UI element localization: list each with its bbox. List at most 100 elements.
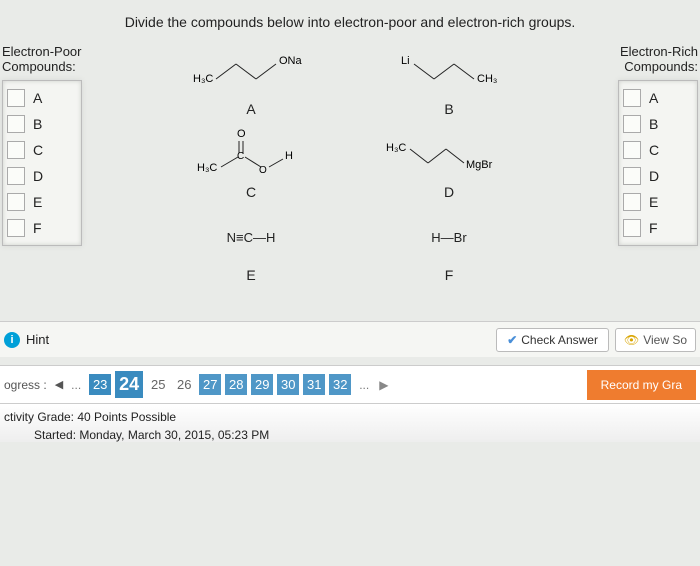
dropzone-slot[interactable] bbox=[7, 167, 25, 185]
compound-e[interactable]: N≡C—H E bbox=[162, 210, 340, 283]
dropzone-letter: B bbox=[33, 116, 42, 132]
compound-f-structure: H—Br bbox=[431, 210, 466, 265]
label-ona: ONa bbox=[279, 55, 303, 67]
formula-f: H—Br bbox=[431, 230, 466, 245]
compound-d[interactable]: H₃C MgBr D bbox=[360, 127, 538, 200]
dropzone-slot[interactable] bbox=[623, 115, 641, 133]
electron-rich-column: Electron-Rich Compounds: A B C D E F bbox=[558, 44, 698, 246]
dropzone-slot[interactable] bbox=[623, 193, 641, 211]
dropzone-slot[interactable] bbox=[623, 141, 641, 159]
dropzone-letter: D bbox=[33, 168, 43, 184]
dropzone-row[interactable]: C bbox=[623, 137, 693, 163]
progress-step-28[interactable]: 28 bbox=[225, 374, 247, 395]
progress-step-29[interactable]: 29 bbox=[251, 374, 273, 395]
dropzone-row[interactable]: E bbox=[623, 189, 693, 215]
dropzone-slot[interactable] bbox=[7, 141, 25, 159]
question-text: Divide the compounds below into electron… bbox=[0, 8, 700, 44]
dropzone-slot[interactable] bbox=[623, 167, 641, 185]
label-h3c: H₃C bbox=[386, 142, 406, 154]
label-ch3: CH₃ bbox=[477, 73, 497, 85]
compound-c[interactable]: O H₃C C O H C bbox=[162, 127, 340, 200]
label-mgbr: MgBr bbox=[466, 159, 493, 171]
progress-ellipsis-left: ... bbox=[71, 378, 81, 392]
label-o2: O bbox=[259, 165, 267, 176]
dropzone-row[interactable]: B bbox=[623, 111, 693, 137]
hint-right-group: ✔ Check Answer 👁 View So bbox=[496, 328, 696, 352]
dropzone-letter: A bbox=[33, 90, 42, 106]
compound-c-label: C bbox=[246, 184, 256, 200]
progress-numbers: 23242526272829303132 bbox=[89, 371, 351, 398]
progress-label: ogress : bbox=[4, 378, 47, 392]
work-area: Divide the compounds below into electron… bbox=[0, 0, 700, 365]
compound-f-label: F bbox=[445, 267, 454, 283]
dropzone-row[interactable]: F bbox=[7, 215, 77, 241]
compound-b-structure: Li CH₃ bbox=[389, 44, 509, 99]
dropzone-row[interactable]: A bbox=[623, 85, 693, 111]
progress-step-23[interactable]: 23 bbox=[89, 374, 111, 395]
dropzone-row[interactable]: D bbox=[7, 163, 77, 189]
dropzone-slot[interactable] bbox=[7, 115, 25, 133]
dropzone-slot[interactable] bbox=[623, 219, 641, 237]
dropzone-row[interactable]: E bbox=[7, 189, 77, 215]
view-solution-label: View So bbox=[643, 333, 687, 347]
dropzone-letter: A bbox=[649, 90, 658, 106]
label-h3c: H₃C bbox=[197, 162, 217, 174]
progress-step-31[interactable]: 31 bbox=[303, 374, 325, 395]
progress-step-32[interactable]: 32 bbox=[329, 374, 351, 395]
dropzone-slot[interactable] bbox=[7, 89, 25, 107]
compound-f[interactable]: H—Br F bbox=[360, 210, 538, 283]
electron-poor-column: Electron-Poor Compounds: A B C D E F bbox=[2, 44, 142, 246]
dropzone-letter: D bbox=[649, 168, 659, 184]
record-grade-button[interactable]: Record my Gra bbox=[587, 370, 696, 400]
progress-step-26[interactable]: 26 bbox=[173, 374, 195, 395]
check-answer-button[interactable]: ✔ Check Answer bbox=[496, 328, 609, 352]
hint-bar: i Hint ✔ Check Answer 👁 View So bbox=[0, 321, 700, 357]
dropzone-slot[interactable] bbox=[7, 219, 25, 237]
dropzone-row[interactable]: F bbox=[623, 215, 693, 241]
content-row: Electron-Poor Compounds: A B C D E F H₃C bbox=[0, 44, 700, 283]
dropzone-row[interactable]: C bbox=[7, 137, 77, 163]
label-c: C bbox=[237, 151, 244, 162]
dropzone-slot[interactable] bbox=[7, 193, 25, 211]
compound-e-label: E bbox=[246, 267, 255, 283]
compound-a[interactable]: H₃C ONa A bbox=[162, 44, 340, 117]
compound-b-label: B bbox=[444, 101, 453, 117]
activity-grade-text: ctivity Grade: 40 Points Possible bbox=[4, 410, 696, 424]
dropzone-row[interactable]: A bbox=[7, 85, 77, 111]
electron-poor-dropzone[interactable]: A B C D E F bbox=[2, 80, 82, 246]
compound-a-label: A bbox=[246, 101, 255, 117]
progress-next-icon[interactable]: ▶ bbox=[379, 378, 388, 392]
compound-d-label: D bbox=[444, 184, 454, 200]
dropzone-slot[interactable] bbox=[623, 89, 641, 107]
dropzone-letter: C bbox=[33, 142, 43, 158]
compound-a-structure: H₃C ONa bbox=[191, 44, 311, 99]
progress-step-24[interactable]: 24 bbox=[115, 371, 143, 398]
label-h: H bbox=[285, 150, 293, 162]
dropzone-letter: E bbox=[649, 194, 658, 210]
progress-step-30[interactable]: 30 bbox=[277, 374, 299, 395]
dropzone-letter: C bbox=[649, 142, 659, 158]
label-o: O bbox=[237, 128, 246, 140]
dropzone-row[interactable]: D bbox=[623, 163, 693, 189]
progress-prev-icon[interactable]: ◀ bbox=[55, 378, 63, 391]
label-h3c: H₃C bbox=[193, 73, 213, 85]
compound-b[interactable]: Li CH₃ B bbox=[360, 44, 538, 117]
progress-step-25[interactable]: 25 bbox=[147, 374, 169, 395]
dropzone-row[interactable]: B bbox=[7, 111, 77, 137]
started-text: Started: Monday, March 30, 2015, 05:23 P… bbox=[4, 428, 696, 442]
view-solution-button[interactable]: 👁 View So bbox=[615, 328, 696, 352]
check-icon: ✔ bbox=[507, 333, 517, 347]
progress-bar: ogress : ◀ ... 23242526272829303132 ... … bbox=[0, 365, 700, 403]
progress-step-27[interactable]: 27 bbox=[199, 374, 221, 395]
eye-icon: 👁 bbox=[624, 333, 639, 347]
dropzone-letter: B bbox=[649, 116, 658, 132]
electron-rich-dropzone[interactable]: A B C D E F bbox=[618, 80, 698, 246]
hint-button[interactable]: i Hint bbox=[4, 332, 49, 348]
hint-label: Hint bbox=[26, 332, 49, 347]
compounds-grid: H₃C ONa A Li CH₃ bbox=[142, 44, 558, 283]
compound-e-structure: N≡C—H bbox=[227, 210, 276, 265]
hint-icon: i bbox=[4, 332, 20, 348]
electron-rich-heading: Electron-Rich Compounds: bbox=[558, 44, 698, 74]
dropzone-letter: E bbox=[33, 194, 42, 210]
label-li: Li bbox=[401, 55, 410, 67]
